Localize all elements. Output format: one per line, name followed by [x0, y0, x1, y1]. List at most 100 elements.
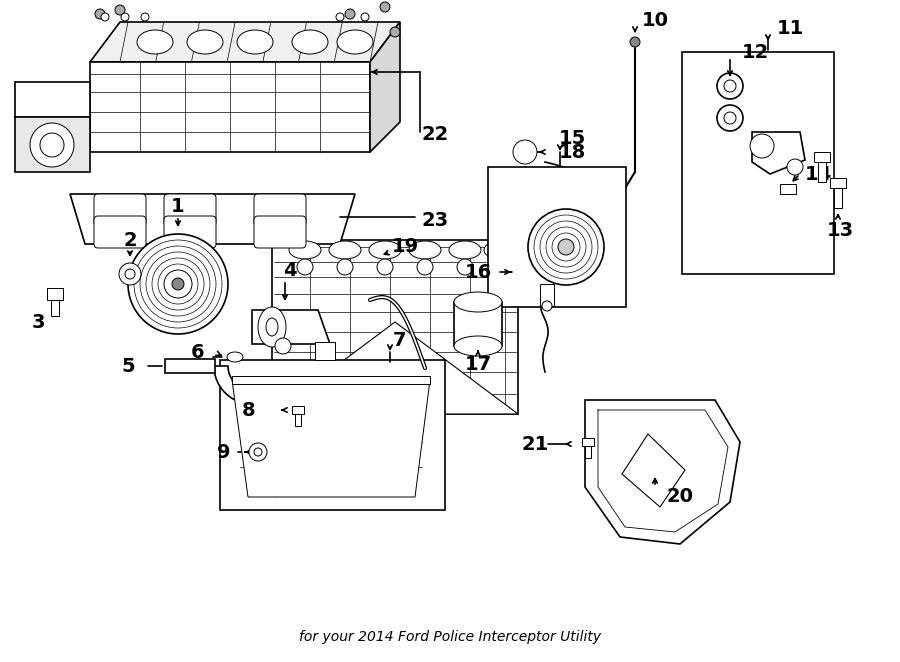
FancyBboxPatch shape — [94, 216, 146, 248]
Bar — [780, 184, 796, 194]
Ellipse shape — [237, 30, 273, 54]
Bar — [818, 162, 826, 182]
Polygon shape — [272, 322, 518, 414]
Ellipse shape — [484, 241, 516, 259]
Text: 13: 13 — [826, 220, 853, 240]
Circle shape — [345, 9, 355, 19]
Polygon shape — [622, 434, 685, 507]
Circle shape — [141, 13, 149, 21]
Bar — [47, 288, 63, 300]
Text: 23: 23 — [421, 211, 448, 230]
Text: 18: 18 — [558, 142, 586, 162]
Circle shape — [724, 80, 736, 92]
Circle shape — [275, 338, 291, 354]
Bar — [834, 188, 842, 208]
Circle shape — [750, 134, 774, 158]
Circle shape — [128, 234, 228, 334]
Circle shape — [125, 269, 135, 279]
Circle shape — [297, 259, 313, 275]
Circle shape — [558, 239, 574, 255]
Ellipse shape — [409, 241, 441, 259]
Bar — [488, 167, 626, 307]
Circle shape — [380, 2, 390, 12]
Ellipse shape — [454, 336, 502, 356]
Text: 8: 8 — [241, 401, 255, 420]
Bar — [315, 342, 335, 360]
Ellipse shape — [292, 30, 328, 54]
Bar — [232, 376, 430, 384]
Text: 15: 15 — [558, 128, 586, 148]
Polygon shape — [70, 194, 355, 244]
Text: 1: 1 — [171, 197, 184, 216]
Bar — [585, 446, 591, 458]
Text: 7: 7 — [393, 330, 407, 350]
Text: 12: 12 — [742, 42, 769, 62]
Text: 22: 22 — [421, 126, 448, 144]
Circle shape — [542, 301, 552, 311]
Polygon shape — [90, 62, 370, 152]
Polygon shape — [752, 132, 805, 174]
Ellipse shape — [266, 318, 278, 336]
Ellipse shape — [289, 241, 321, 259]
Circle shape — [717, 73, 743, 99]
Circle shape — [513, 140, 537, 164]
Bar — [165, 359, 215, 373]
Ellipse shape — [258, 307, 286, 347]
Bar — [292, 406, 304, 414]
Bar — [814, 152, 830, 162]
Text: 16: 16 — [464, 263, 492, 281]
Bar — [540, 284, 554, 306]
Bar — [454, 302, 502, 346]
Circle shape — [115, 5, 125, 15]
Circle shape — [172, 278, 184, 290]
Text: 11: 11 — [777, 19, 804, 38]
Text: 5: 5 — [122, 357, 135, 375]
Text: 3: 3 — [32, 312, 45, 332]
Bar — [830, 178, 846, 188]
Polygon shape — [232, 380, 430, 497]
Text: 4: 4 — [284, 261, 297, 279]
Circle shape — [121, 13, 129, 21]
Ellipse shape — [369, 241, 401, 259]
Circle shape — [337, 259, 353, 275]
Text: 19: 19 — [392, 238, 418, 256]
Polygon shape — [272, 240, 518, 414]
Polygon shape — [90, 22, 400, 62]
Bar — [582, 438, 594, 446]
Circle shape — [377, 259, 393, 275]
Circle shape — [528, 209, 604, 285]
Text: 14: 14 — [805, 164, 832, 183]
Bar — [295, 414, 301, 426]
Circle shape — [95, 9, 105, 19]
Text: 20: 20 — [667, 487, 694, 506]
Bar — [245, 402, 259, 442]
Circle shape — [119, 263, 141, 285]
Polygon shape — [15, 82, 90, 117]
Polygon shape — [15, 117, 90, 172]
Circle shape — [101, 13, 109, 21]
Ellipse shape — [187, 30, 223, 54]
Polygon shape — [585, 400, 740, 544]
FancyBboxPatch shape — [164, 216, 216, 248]
Circle shape — [40, 133, 64, 157]
Circle shape — [249, 443, 267, 461]
Text: 2: 2 — [123, 230, 137, 250]
Text: for your 2014 Ford Police Interceptor Utility: for your 2014 Ford Police Interceptor Ut… — [299, 630, 601, 644]
Circle shape — [724, 112, 736, 124]
Circle shape — [417, 259, 433, 275]
FancyBboxPatch shape — [254, 194, 306, 226]
Circle shape — [457, 259, 473, 275]
Bar — [682, 52, 834, 274]
Polygon shape — [214, 366, 252, 404]
Ellipse shape — [137, 30, 173, 54]
Ellipse shape — [227, 352, 243, 362]
Circle shape — [361, 13, 369, 21]
Text: 17: 17 — [464, 354, 491, 373]
Bar — [220, 360, 445, 510]
Circle shape — [30, 123, 74, 167]
FancyBboxPatch shape — [254, 216, 306, 248]
Text: 6: 6 — [191, 342, 205, 361]
Text: 9: 9 — [217, 442, 230, 461]
Circle shape — [630, 37, 640, 47]
Circle shape — [390, 27, 400, 37]
